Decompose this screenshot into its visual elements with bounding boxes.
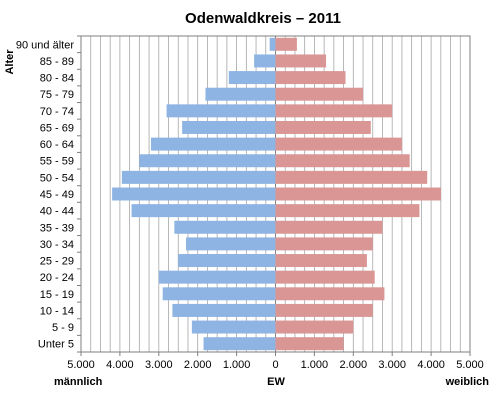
- bar-female: [275, 37, 297, 51]
- bar-female: [275, 320, 354, 334]
- x-tick-label: 1.000: [301, 359, 329, 371]
- bar-female: [275, 270, 375, 284]
- category-label: 25 - 29: [40, 256, 74, 268]
- category-label: 75 - 79: [40, 89, 74, 101]
- category-label: 55 - 59: [40, 156, 74, 168]
- bar-male: [269, 37, 276, 51]
- x-tick-label: 0: [272, 359, 278, 371]
- bar-female: [275, 87, 364, 101]
- y-axis-label: Alter: [4, 49, 16, 75]
- bar-male: [151, 137, 276, 151]
- bar-male: [205, 87, 276, 101]
- bar-male: [131, 204, 276, 218]
- x-tick-label: 2.000: [184, 359, 212, 371]
- male-label: männlich: [54, 376, 103, 388]
- x-tick-label: 4.000: [417, 359, 445, 371]
- bar-male: [182, 120, 276, 134]
- bar-male: [166, 104, 276, 118]
- category-label: 5 - 9: [52, 322, 74, 334]
- bar-female: [275, 120, 371, 134]
- bar-female: [275, 54, 327, 68]
- bars: [112, 37, 441, 351]
- bar-female: [275, 154, 410, 168]
- category-label: 30 - 34: [40, 239, 74, 251]
- bar-male: [162, 287, 276, 301]
- category-label: 15 - 19: [40, 289, 74, 301]
- female-label: weiblich: [445, 376, 490, 388]
- category-label: 50 - 54: [40, 172, 74, 184]
- bar-female: [275, 71, 346, 85]
- x-tick-label: 3.000: [378, 359, 406, 371]
- category-label: 10 - 14: [40, 305, 74, 317]
- x-tick-label: 3.000: [145, 359, 173, 371]
- chart-title: Odenwaldkreis – 2011: [185, 10, 341, 27]
- category-label: 40 - 44: [40, 206, 74, 218]
- bar-male: [254, 54, 276, 68]
- category-label: 85 - 89: [40, 56, 74, 68]
- x-tick-label: 5.000: [67, 359, 95, 371]
- bar-female: [275, 137, 402, 151]
- bar-male: [158, 270, 276, 284]
- bar-female: [275, 187, 441, 201]
- x-tick-label: 5.000: [456, 359, 484, 371]
- category-label: 60 - 64: [40, 139, 74, 151]
- x-tick-label: 4.000: [106, 359, 134, 371]
- bar-male: [174, 220, 276, 234]
- bar-male: [172, 303, 276, 317]
- category-label: 35 - 39: [40, 222, 74, 234]
- category-label: Unter 5: [38, 339, 74, 351]
- bar-female: [275, 337, 344, 351]
- bar-female: [275, 220, 383, 234]
- category-label: 70 - 74: [40, 106, 74, 118]
- x-tick-label: 1.000: [223, 359, 251, 371]
- x-axis-label: EW: [267, 376, 285, 388]
- category-label: 65 - 69: [40, 122, 74, 134]
- bar-female: [275, 104, 393, 118]
- bar-female: [275, 170, 428, 184]
- bar-male: [228, 71, 276, 85]
- bar-male: [178, 254, 276, 268]
- bar-male: [112, 187, 276, 201]
- bar-male: [121, 170, 276, 184]
- bar-female: [275, 237, 373, 251]
- bar-female: [275, 254, 367, 268]
- category-label: 80 - 84: [40, 73, 74, 85]
- category-label: 90 und älter: [16, 39, 74, 51]
- x-tick-labels: 5.000 4.000 3.000 2.000 1.000 0 1.000 2.000 3.00…: [67, 359, 484, 371]
- category-label: 20 - 24: [40, 272, 74, 284]
- category-labels: 90 und älter 85 - 89 80 - 84 75 - 79 70 - 74…: [16, 39, 74, 350]
- bar-male: [191, 320, 276, 334]
- bar-male: [186, 237, 276, 251]
- bar-female: [275, 204, 420, 218]
- bar-female: [275, 287, 385, 301]
- bar-male: [139, 154, 276, 168]
- bar-male: [203, 337, 276, 351]
- category-label: 45 - 49: [40, 189, 74, 201]
- x-tick-label: 2.000: [340, 359, 368, 371]
- bar-female: [275, 303, 373, 317]
